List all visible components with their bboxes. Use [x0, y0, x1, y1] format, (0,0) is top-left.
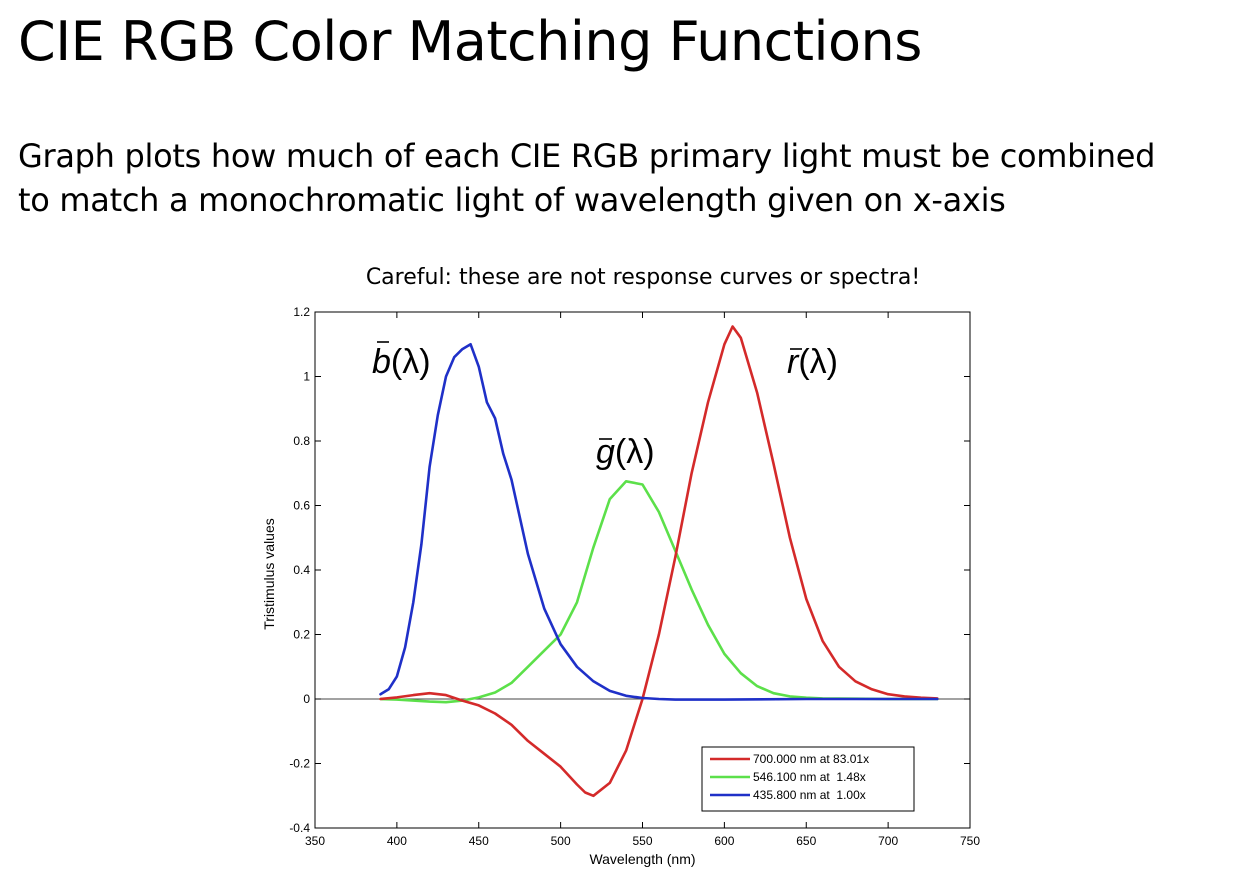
legend-label: 700.000 nm at 83.01x: [753, 752, 869, 766]
legend-item-g: 546.100 nm at 1.48x: [710, 770, 866, 784]
slide-subtitle: Graph plots how much of each CIE RGB pri…: [18, 134, 1155, 222]
y-tick-label: 1.2: [293, 305, 310, 319]
curve-label-g-char: g: [596, 433, 615, 471]
legend-label: 546.100 nm at 1.48x: [753, 770, 866, 784]
legend-box: [701, 746, 915, 812]
series-group: [379, 325, 939, 798]
x-tick-label: 750: [960, 834, 980, 848]
x-tick-label: 700: [878, 834, 898, 848]
svg-text:g(λ): g(λ): [596, 433, 655, 471]
x-tick-label: 400: [387, 834, 407, 848]
series-g-line: [379, 480, 939, 704]
x-tick-label: 650: [796, 834, 816, 848]
legend-item-r: 700.000 nm at 83.01x: [710, 752, 869, 766]
svg-text:b(λ): b(λ): [372, 343, 431, 381]
x-tick-label: 350: [305, 834, 325, 848]
x-tick-label: 550: [632, 834, 652, 848]
x-tick-label: 450: [469, 834, 489, 848]
slide-title: CIE RGB Color Matching Functions: [18, 10, 922, 73]
svg-text:r(λ): r(λ): [787, 343, 838, 381]
curve-label-r: r(λ): [787, 343, 838, 381]
curve-label-g: g(λ): [596, 433, 655, 471]
x-tick-label: 600: [714, 834, 734, 848]
y-axis-title: Tristimulus values: [261, 518, 277, 630]
y-tick-label: -0.2: [289, 757, 310, 771]
subtitle-line-1: Graph plots how much of each CIE RGB pri…: [18, 137, 1156, 175]
y-tick-label: -0.4: [289, 821, 310, 835]
color-matching-chart: 350 400 450 500 550 600 650 700 750 -0.4 -0.2 0 0.2 0…: [261, 305, 980, 867]
subtitle-line-2: to match a monochromatic light of wavele…: [18, 181, 1006, 219]
series-b-line: [379, 342, 939, 701]
curve-label-b-char: b: [372, 343, 391, 381]
curve-label-r-char: r: [787, 343, 800, 381]
x-axis-title: Wavelength (nm): [589, 851, 695, 867]
y-tick-label: 0: [303, 692, 310, 706]
legend-label: 435.800 nm at 1.00x: [753, 788, 866, 802]
legend: 700.000 nm at 83.01x 546.100 nm at 1.48x 4…: [701, 746, 915, 812]
series-r-line: [379, 325, 939, 798]
y-tick-label: 0.2: [293, 628, 310, 642]
y-tick-label: 1: [303, 370, 310, 384]
legend-item-b: 435.800 nm at 1.00x: [710, 788, 866, 802]
x-tick-label: 500: [551, 834, 571, 848]
y-tick-label: 0.6: [293, 499, 310, 513]
curve-label-b: b(λ): [372, 341, 431, 381]
caution-note: Careful: these are not response curves o…: [365, 265, 921, 290]
y-tick-label: 0.4: [293, 563, 310, 577]
y-tick-label: 0.8: [293, 434, 310, 448]
